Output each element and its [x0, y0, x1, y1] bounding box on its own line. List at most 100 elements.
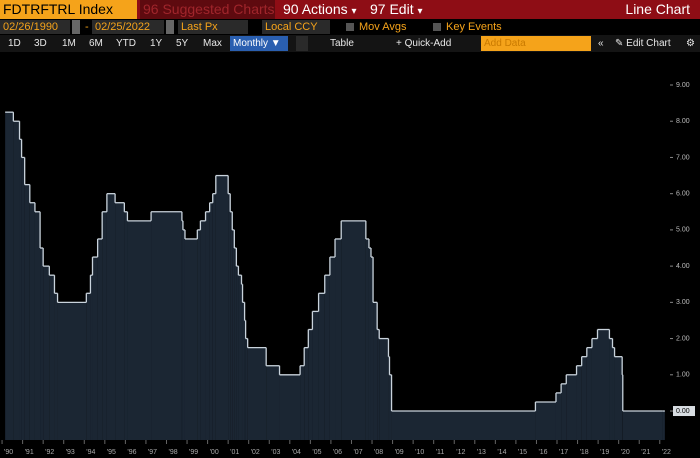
date-separator: -	[85, 21, 89, 33]
area-step	[5, 112, 14, 440]
chart-type-icon[interactable]	[296, 36, 308, 51]
y-tick-label: 6.00	[676, 191, 690, 198]
x-tick-label: '08	[374, 449, 383, 456]
x-tick-label: '95	[107, 449, 116, 456]
date-picker[interactable]	[166, 20, 174, 34]
edit-chart-label: Edit Chart	[626, 38, 671, 49]
x-tick-label: '20	[621, 449, 630, 456]
quick-add[interactable]: + Quick-Add	[396, 38, 452, 49]
edit-menu[interactable]: 97 Edit ▾	[370, 1, 423, 17]
x-tick-label: '03	[271, 449, 280, 456]
x-tick-label: '13	[477, 449, 486, 456]
area-step	[49, 275, 55, 440]
date-picker[interactable]	[72, 20, 80, 34]
area-step	[127, 220, 152, 440]
period-button[interactable]: Max	[203, 38, 222, 49]
x-tick-label: '16	[538, 449, 547, 456]
ticker-field[interactable]: FDTRFTRL Index	[0, 0, 137, 19]
mov-avgs[interactable]: Mov Avgs	[359, 21, 407, 33]
area-step	[90, 275, 93, 440]
area-step	[86, 293, 91, 440]
area-step	[373, 302, 378, 440]
last-price-label: 0.00	[676, 408, 690, 415]
area-step	[238, 275, 242, 440]
x-tick-label: '96	[127, 449, 136, 456]
area-step	[200, 220, 206, 440]
area-step	[21, 157, 25, 440]
area-step	[555, 392, 562, 440]
x-tick-label: '10	[415, 449, 424, 456]
x-tick-label: '97	[148, 449, 157, 456]
area-step	[234, 248, 237, 440]
view-name: Line Chart	[625, 1, 690, 17]
period-button[interactable]: 3D	[34, 38, 47, 49]
x-tick-label: '05	[312, 449, 321, 456]
area-step	[622, 411, 663, 440]
y-tick-label: 4.00	[676, 263, 690, 270]
area-step	[266, 365, 280, 440]
area-step	[581, 356, 587, 440]
period-button[interactable]: 1Y	[150, 38, 163, 49]
start-date[interactable]: 02/26/1990	[0, 20, 70, 34]
area-step	[241, 284, 243, 440]
area-step	[230, 211, 233, 440]
edit-chart[interactable]: ✎ Edit Chart	[615, 38, 671, 49]
area-step	[318, 293, 325, 440]
period-button[interactable]: 1D	[8, 38, 21, 49]
area-step	[279, 374, 301, 440]
x-tick-label: '14	[497, 449, 506, 456]
area-step	[124, 211, 128, 440]
area-step	[586, 347, 592, 440]
x-tick-label: '22	[662, 449, 671, 456]
x-tick-label: '11	[436, 449, 445, 456]
area-step	[236, 266, 239, 440]
area-step	[245, 338, 248, 440]
key-events[interactable]: Key Events	[446, 21, 502, 33]
area-step	[181, 220, 183, 440]
checkbox[interactable]	[346, 23, 354, 31]
area-step	[377, 329, 380, 440]
period-button[interactable]: 1M	[62, 38, 76, 49]
area-step	[24, 184, 30, 440]
area-step	[312, 311, 319, 440]
area-step	[57, 302, 87, 440]
area-step	[215, 175, 229, 440]
end-date[interactable]: 02/25/2022	[92, 20, 164, 34]
area-step	[97, 238, 103, 440]
menu-label: Edit	[389, 1, 414, 17]
field-select[interactable]: Last Px	[178, 20, 248, 34]
currency-select[interactable]: Local CCY	[262, 20, 330, 34]
y-tick-label: 3.00	[676, 299, 690, 306]
add-data[interactable]: Add Data	[481, 36, 591, 51]
period-button[interactable]: 6M	[89, 38, 103, 49]
area-step	[242, 302, 245, 440]
frequency-select[interactable]: Monthly ▼	[230, 36, 288, 51]
area-step	[92, 257, 98, 440]
settings[interactable]: ⚙	[686, 38, 695, 49]
area-step	[388, 356, 390, 440]
area-step	[368, 248, 371, 440]
x-tick-label: '93	[66, 449, 75, 456]
collapse[interactable]: «	[598, 38, 604, 49]
area-step	[324, 275, 330, 440]
x-tick-label: '19	[600, 449, 609, 456]
area-step	[102, 211, 107, 440]
area-step	[609, 338, 613, 440]
table-button[interactable]: Table	[330, 38, 354, 49]
period-button[interactable]: YTD	[116, 38, 136, 49]
area-step	[40, 248, 44, 440]
suggested-charts[interactable]: 96 Suggested Charts	[140, 0, 275, 19]
period-button[interactable]: 5Y	[176, 38, 189, 49]
x-tick-label: '99	[189, 449, 198, 456]
area-step	[662, 411, 665, 440]
x-tick-label: '07	[353, 449, 362, 456]
x-tick-label: '09	[395, 449, 404, 456]
actions-menu[interactable]: 90 Actions ▾	[283, 1, 357, 17]
y-tick-label: 7.00	[676, 154, 690, 161]
x-tick-label: '06	[333, 449, 342, 456]
checkbox[interactable]	[433, 23, 441, 31]
area-step	[341, 220, 366, 440]
area-step	[13, 121, 20, 440]
x-tick-label: '01	[230, 449, 239, 456]
